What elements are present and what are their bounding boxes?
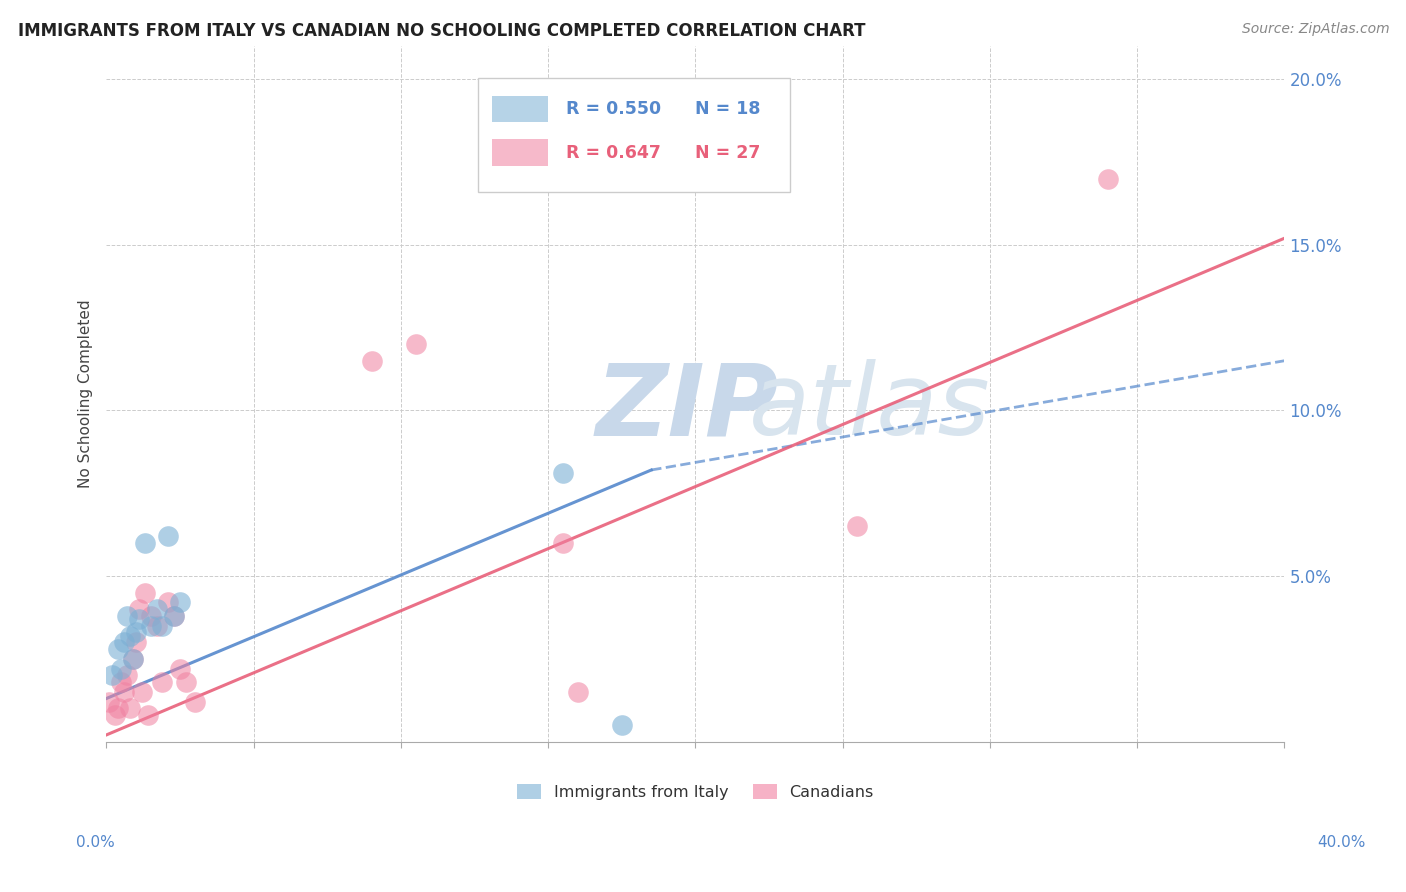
Point (98, 695, 121, 709)
Point (152, 618, 174, 632)
Point (184, 695, 207, 709)
Point (610, 718, 633, 732)
Point (145, 618, 167, 632)
Point (125, 625, 148, 640)
Point (567, 685, 589, 699)
Point (169, 662, 191, 676)
Point (112, 685, 135, 699)
Y-axis label: No Schooling Completed: No Schooling Completed (79, 300, 93, 488)
Point (125, 635, 148, 649)
Text: 0.0%: 0.0% (76, 836, 115, 850)
Point (157, 595, 180, 609)
Point (115, 608, 138, 623)
Text: R = 0.550: R = 0.550 (565, 100, 661, 118)
Point (139, 608, 162, 623)
Point (122, 651, 145, 665)
Point (1097, 171, 1119, 186)
Point (107, 701, 129, 715)
Text: N = 18: N = 18 (696, 100, 761, 118)
Point (360, 353, 382, 368)
Point (104, 708, 127, 723)
Point (174, 674, 197, 689)
Point (118, 629, 141, 643)
Text: IMMIGRANTS FROM ITALY VS CANADIAN NO SCHOOLING COMPLETED CORRELATION CHART: IMMIGRANTS FROM ITALY VS CANADIAN NO SCH… (18, 22, 866, 40)
Text: atlas: atlas (748, 359, 990, 457)
Text: 40.0%: 40.0% (1317, 836, 1365, 850)
Point (163, 608, 186, 623)
Point (551, 536, 574, 550)
Point (112, 635, 135, 649)
Point (107, 641, 129, 656)
FancyBboxPatch shape (492, 139, 548, 166)
Point (110, 674, 132, 689)
Point (152, 674, 174, 689)
Point (131, 685, 153, 699)
Point (169, 595, 191, 609)
FancyBboxPatch shape (478, 78, 790, 193)
Text: R = 0.647: R = 0.647 (565, 144, 661, 161)
Text: ZIP: ZIP (595, 359, 779, 457)
Point (551, 467, 574, 481)
Point (405, 337, 427, 351)
Point (134, 536, 156, 550)
Point (122, 651, 145, 665)
Point (128, 602, 150, 616)
Point (128, 612, 150, 626)
Point (115, 668, 138, 682)
Legend: Immigrants from Italy, Canadians: Immigrants from Italy, Canadians (510, 778, 880, 806)
Point (145, 602, 167, 616)
Point (139, 618, 162, 632)
Text: Source: ZipAtlas.com: Source: ZipAtlas.com (1241, 22, 1389, 37)
Point (110, 662, 132, 676)
Point (157, 529, 180, 543)
Point (118, 701, 141, 715)
FancyBboxPatch shape (492, 95, 548, 122)
Text: N = 27: N = 27 (696, 144, 761, 161)
Point (101, 668, 124, 682)
Point (846, 519, 869, 533)
Point (136, 708, 159, 723)
Point (134, 585, 156, 599)
Point (163, 608, 186, 623)
